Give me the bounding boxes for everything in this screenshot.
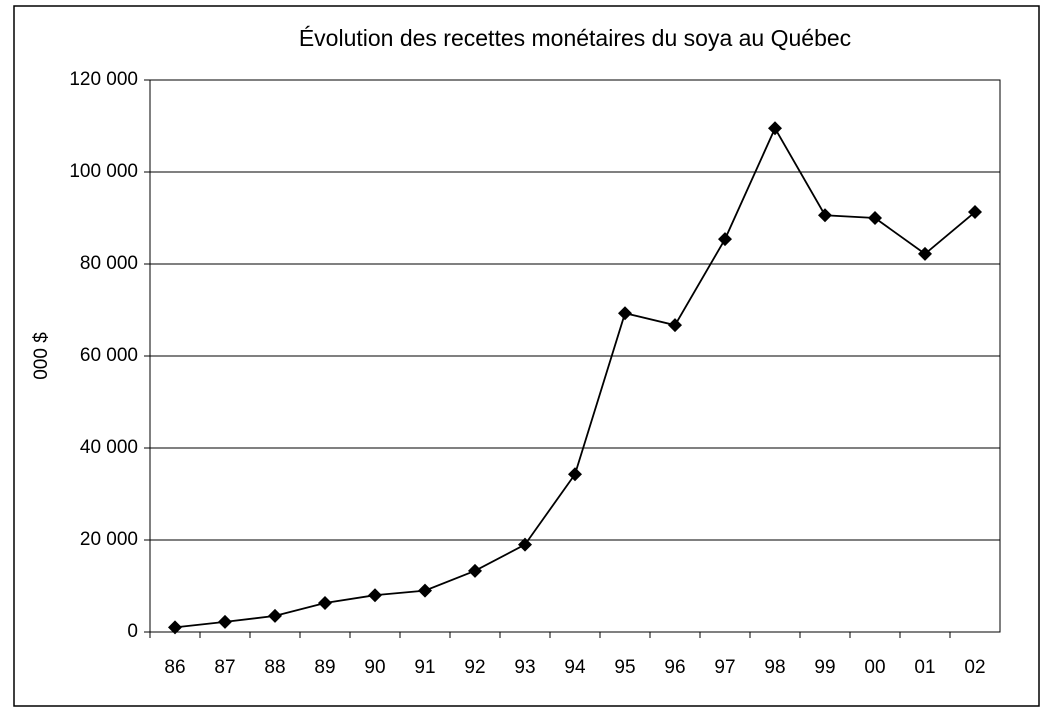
x-tick-label: 91 bbox=[414, 657, 435, 678]
y-tick-label: 80 000 bbox=[80, 253, 138, 274]
x-tick-label: 97 bbox=[714, 657, 735, 678]
x-tick-label: 87 bbox=[214, 657, 235, 678]
marker bbox=[518, 537, 532, 552]
chart-frame bbox=[13, 5, 1040, 707]
marker bbox=[168, 620, 182, 635]
marker bbox=[368, 588, 382, 603]
x-tick-label: 98 bbox=[764, 657, 785, 678]
marker bbox=[968, 205, 982, 220]
marker bbox=[468, 563, 482, 578]
x-tick-label: 94 bbox=[564, 657, 586, 678]
y-tick-label: 40 000 bbox=[80, 437, 138, 458]
y-tick-label: 20 000 bbox=[80, 529, 138, 550]
marker bbox=[318, 596, 332, 611]
marker bbox=[268, 608, 282, 623]
marker bbox=[418, 583, 432, 598]
y-axis-label: 000 $ bbox=[31, 332, 52, 380]
marker bbox=[768, 121, 782, 136]
x-tick-label: 93 bbox=[514, 657, 535, 678]
x-tick-label: 00 bbox=[864, 657, 885, 678]
x-tick-label: 90 bbox=[364, 657, 385, 678]
x-tick-label: 86 bbox=[164, 657, 185, 678]
chart-title: Évolution des recettes monétaires du soy… bbox=[299, 25, 851, 51]
marker bbox=[918, 246, 932, 261]
x-tick-label: 95 bbox=[614, 657, 635, 678]
x-tick-label: 96 bbox=[664, 657, 685, 678]
x-tick-label: 92 bbox=[464, 657, 485, 678]
marker bbox=[718, 232, 732, 247]
y-tick-label: 120 000 bbox=[69, 69, 138, 90]
line bbox=[174, 126, 976, 629]
x-tick-label: 01 bbox=[914, 657, 935, 678]
marker bbox=[668, 318, 682, 333]
x-tick-label: 89 bbox=[314, 657, 335, 678]
x-tick-label: 88 bbox=[264, 657, 285, 678]
y-tick-label: 100 000 bbox=[69, 161, 138, 182]
x-tick-label: 99 bbox=[814, 657, 835, 678]
marker bbox=[568, 467, 582, 482]
marker bbox=[868, 211, 882, 225]
y-tick-label: 0 bbox=[127, 621, 138, 642]
marker bbox=[618, 306, 632, 321]
y-tick-label: 60 000 bbox=[80, 345, 138, 366]
marker bbox=[218, 614, 232, 629]
x-tick-label: 02 bbox=[964, 657, 985, 678]
marker bbox=[818, 208, 832, 223]
